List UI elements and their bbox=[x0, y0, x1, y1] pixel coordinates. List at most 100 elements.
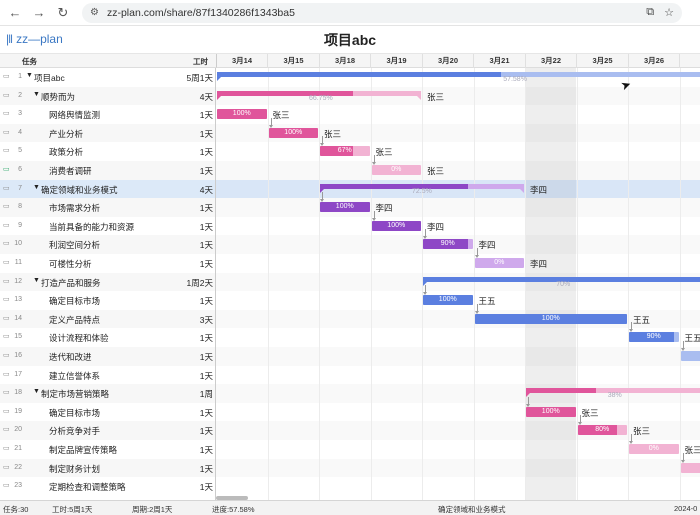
comment-icon[interactable]: ▭ bbox=[3, 426, 10, 434]
collapse-caret-icon[interactable]: ▼ bbox=[33, 276, 40, 284]
comment-icon[interactable]: ▭ bbox=[3, 184, 10, 192]
comment-icon[interactable]: ▭ bbox=[3, 370, 10, 378]
comment-icon[interactable]: ▭ bbox=[3, 110, 10, 118]
task-row[interactable]: ▭ 18 ▼ 制定市场营销策略 1周 bbox=[0, 384, 215, 403]
horizontal-scrollbar[interactable] bbox=[216, 496, 248, 500]
collapse-caret-icon[interactable]: ▼ bbox=[33, 90, 40, 98]
task-row[interactable]: ▭ 6 消费者调研 1天 bbox=[0, 161, 215, 180]
task-bar[interactable]: 90% bbox=[423, 239, 473, 250]
comment-icon[interactable]: ▭ bbox=[3, 240, 10, 248]
collapse-caret-icon[interactable]: ▼ bbox=[33, 388, 40, 396]
comment-icon[interactable]: ▭ bbox=[3, 73, 10, 80]
task-bar[interactable]: 67% bbox=[320, 146, 370, 157]
task-bar[interactable]: 100% bbox=[268, 127, 318, 138]
task-name[interactable]: 制定财务计划 bbox=[49, 463, 101, 474]
task-bar[interactable]: 100% bbox=[526, 406, 576, 417]
task-name[interactable]: 项目abc bbox=[34, 73, 65, 83]
task-row[interactable]: ▭ 7 ▼ 确定领域和业务模式 4天 bbox=[0, 179, 215, 199]
summary-bar[interactable]: 70% bbox=[423, 276, 700, 288]
task-row[interactable]: ▭ 8 市场需求分析 1天 bbox=[0, 198, 215, 217]
task-row[interactable]: ▭ 9 当前具备的能力和资源 1天 bbox=[0, 217, 215, 236]
task-name[interactable]: 政策分析 bbox=[49, 147, 84, 158]
task-row[interactable]: ▭ 11 可楼性分析 1天 bbox=[0, 254, 215, 273]
task-bar[interactable]: 80% bbox=[577, 425, 627, 436]
forward-icon[interactable]: → bbox=[32, 5, 46, 20]
task-name[interactable]: 利润空间分析 bbox=[49, 240, 101, 251]
back-icon[interactable]: ← bbox=[8, 5, 22, 20]
comment-icon[interactable]: ▭ bbox=[3, 166, 10, 173]
task-bar[interactable]: 90% bbox=[629, 332, 679, 343]
collapse-caret-icon[interactable]: ▼ bbox=[33, 183, 40, 191]
task-row[interactable]: ▭ 17 建立信誉体系 1天 bbox=[0, 366, 215, 385]
task-name[interactable]: 定期检查和调整策略 bbox=[49, 482, 126, 493]
task-row[interactable]: ▭ 15 设计流程和体验 1天 bbox=[0, 328, 215, 347]
task-bar[interactable]: 100% bbox=[217, 109, 267, 120]
task-row[interactable]: ▭ 22 制定财务计划 1天 bbox=[0, 458, 215, 478]
task-name[interactable]: 确定目标市场 bbox=[49, 296, 101, 307]
task-bar[interactable]: 0% bbox=[371, 165, 421, 175]
task-name[interactable]: 当前具备的能力和资源 bbox=[49, 221, 135, 232]
app-logo[interactable]: |‖ zz—plan bbox=[6, 32, 63, 46]
comment-icon[interactable]: ▭ bbox=[3, 333, 10, 341]
task-row[interactable]: ▭ 13 确定目标市场 1天 bbox=[0, 291, 215, 310]
task-name[interactable]: 建立信誉体系 bbox=[49, 370, 101, 381]
install-app-icon[interactable]: ⧉ bbox=[646, 6, 655, 18]
task-row[interactable]: ▭ 3 网络舆情监测 1天 bbox=[0, 105, 215, 124]
task-name[interactable]: 迭代和改进 bbox=[49, 352, 92, 362]
comment-icon[interactable]: ▭ bbox=[3, 389, 10, 397]
site-settings-icon[interactable]: ⚙ bbox=[90, 7, 99, 18]
comment-icon[interactable]: ▭ bbox=[3, 277, 10, 285]
task-bar[interactable] bbox=[680, 462, 700, 473]
task-bar[interactable]: 0% bbox=[474, 258, 524, 268]
comment-icon[interactable]: ▭ bbox=[3, 352, 10, 359]
summary-bar[interactable]: 66.75% bbox=[217, 90, 421, 102]
comment-icon[interactable]: ▭ bbox=[3, 147, 10, 155]
summary-bar[interactable]: 57.58% bbox=[217, 72, 700, 83]
task-name[interactable]: 分析竞争对手 bbox=[49, 426, 101, 437]
task-row[interactable]: ▭ 5 政策分析 1天 bbox=[0, 142, 215, 161]
task-row[interactable]: ▭ 16 迭代和改进 1天 bbox=[0, 347, 215, 366]
task-name[interactable]: 设计流程和体验 bbox=[49, 333, 109, 344]
task-name[interactable]: 确定目标市场 bbox=[49, 407, 101, 418]
comment-icon[interactable]: ▭ bbox=[3, 463, 10, 471]
comment-icon[interactable]: ▭ bbox=[3, 407, 10, 415]
task-row[interactable]: ▭ 2 ▼ 顺势而为 4天 bbox=[0, 86, 215, 106]
task-row[interactable]: ▭ 20 分析竞争对手 1天 bbox=[0, 421, 215, 440]
task-name[interactable]: 打造产品和服务 bbox=[41, 277, 101, 288]
task-row[interactable]: ▭ 19 确定目标市场 1天 bbox=[0, 403, 215, 422]
task-row[interactable]: ▭ 14 定义产品特点 3天 bbox=[0, 309, 215, 329]
task-bar[interactable] bbox=[680, 351, 700, 361]
comment-icon[interactable]: ▭ bbox=[3, 221, 10, 229]
task-bar[interactable]: 100% bbox=[423, 295, 473, 306]
comment-icon[interactable]: ▭ bbox=[3, 296, 10, 304]
task-name[interactable]: 消费者调研 bbox=[49, 166, 92, 176]
comment-icon[interactable]: ▭ bbox=[3, 91, 10, 99]
collapse-caret-icon[interactable]: ▼ bbox=[26, 72, 33, 79]
task-name[interactable]: 市场需求分析 bbox=[49, 203, 101, 214]
comment-icon[interactable]: ▭ bbox=[3, 482, 10, 490]
task-name[interactable]: 制定市场营销策略 bbox=[41, 389, 110, 400]
task-row[interactable]: ▭ 12 ▼ 打造产品和服务 1周2天 bbox=[0, 272, 215, 292]
task-bar[interactable]: 0% bbox=[629, 444, 679, 454]
comment-icon[interactable]: ▭ bbox=[3, 259, 10, 266]
reload-icon[interactable]: ↻ bbox=[57, 4, 69, 20]
task-name[interactable]: 确定领域和业务模式 bbox=[41, 184, 118, 195]
task-row[interactable]: ▭ 1 ▼ 项目abc 5周1天 bbox=[0, 68, 215, 87]
task-row[interactable]: ▭ 4 产业分析 1天 bbox=[0, 123, 215, 143]
task-row[interactable]: ▭ 21 制定品牌宣传策略 1天 bbox=[0, 440, 215, 459]
summary-bar[interactable]: 72.5% bbox=[320, 183, 524, 195]
comment-icon[interactable]: ▭ bbox=[3, 445, 10, 452]
comment-icon[interactable]: ▭ bbox=[3, 128, 10, 136]
summary-bar[interactable]: 38% bbox=[526, 388, 700, 399]
task-name[interactable]: 定义产品特点 bbox=[49, 314, 101, 325]
task-bar[interactable]: 100% bbox=[474, 313, 627, 324]
task-name[interactable]: 可楼性分析 bbox=[49, 259, 92, 269]
comment-icon[interactable]: ▭ bbox=[3, 203, 10, 211]
task-name[interactable]: 顺势而为 bbox=[41, 91, 76, 102]
task-bar[interactable]: 100% bbox=[320, 202, 370, 213]
task-name[interactable]: 网络舆情监测 bbox=[49, 110, 101, 121]
address-bar[interactable]: ⚙ zz-plan.com/share/87f1340286f1343ba5 ⧉… bbox=[82, 2, 682, 23]
task-row[interactable]: ▭ 23 定期检查和调整策略 1天 bbox=[0, 477, 215, 496]
task-row[interactable]: ▭ 10 利润空间分析 1天 bbox=[0, 235, 215, 254]
task-name[interactable]: 制定品牌宣传策略 bbox=[49, 445, 118, 455]
